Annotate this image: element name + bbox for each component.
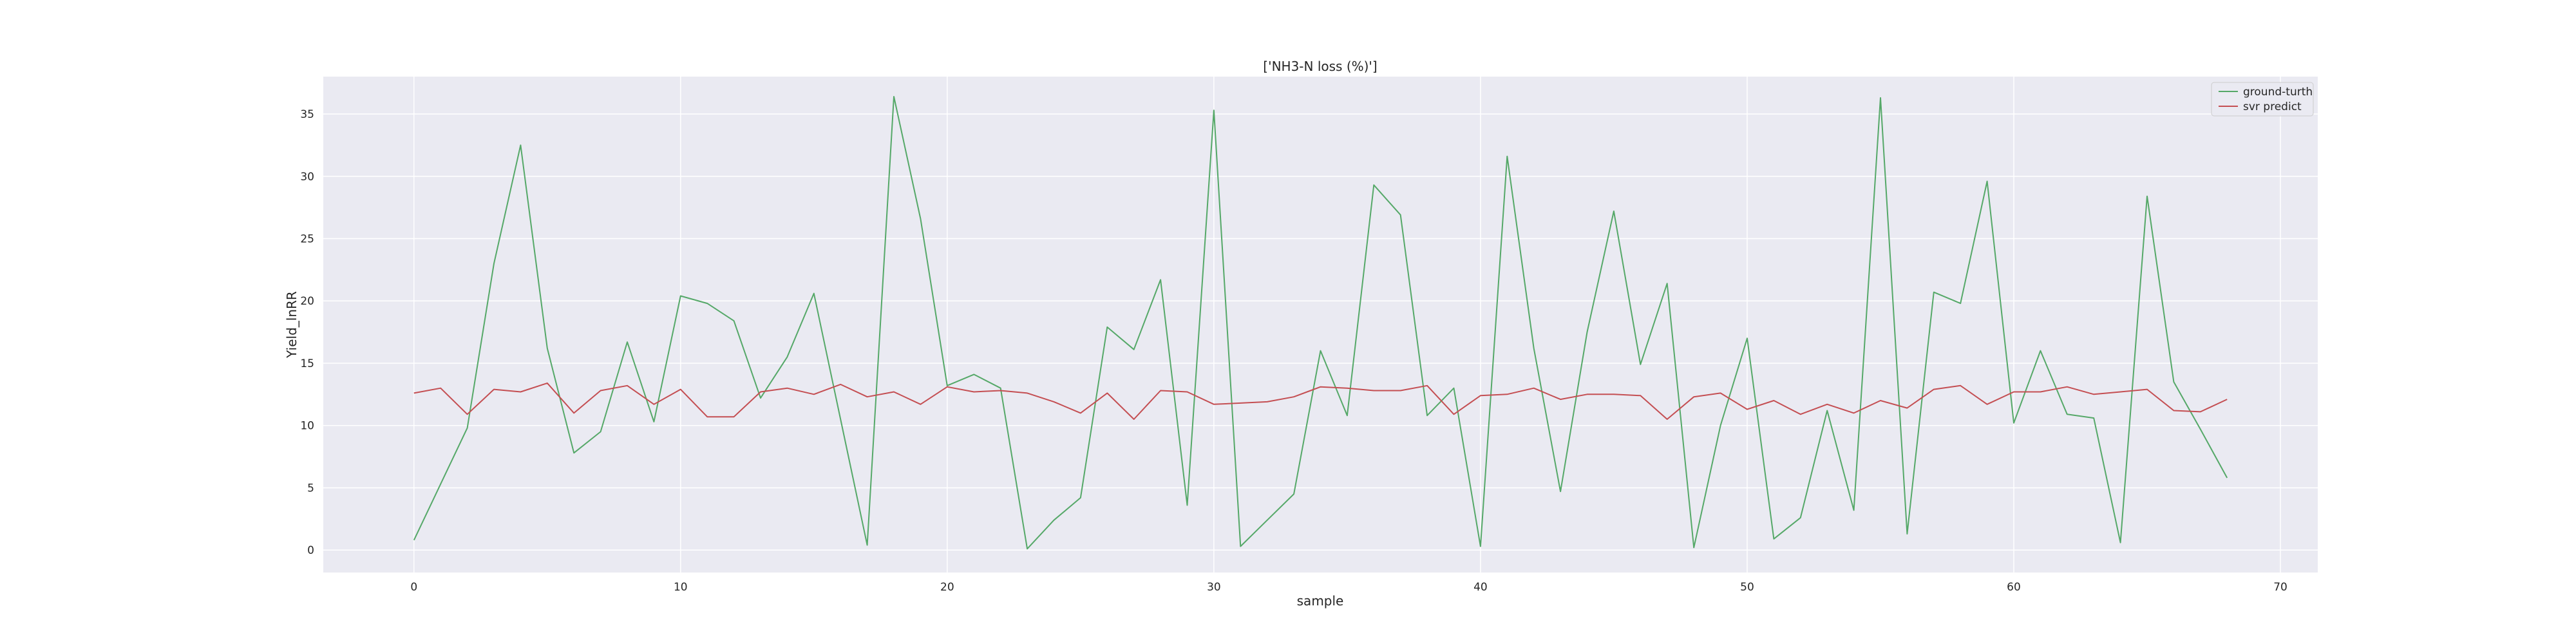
grid: [323, 77, 2318, 573]
x-tick-label: 20: [940, 581, 954, 594]
y-tick-label: 15: [300, 357, 314, 370]
y-tick-label: 30: [300, 171, 314, 184]
x-tick-label: 0: [410, 581, 417, 594]
y-tick-label: 35: [300, 108, 314, 121]
y-tick-label: 5: [307, 482, 314, 495]
x-tick-label: 70: [2273, 581, 2287, 594]
legend-label-ground-turth: ground-turth: [2243, 86, 2313, 99]
x-tick-label: 40: [1473, 581, 1488, 594]
legend: ground-turth svr predict: [2211, 82, 2314, 117]
x-axis-title: sample: [1297, 593, 1344, 609]
y-tick-label: 0: [307, 544, 314, 557]
x-tick-label: 50: [1740, 581, 1754, 594]
series-line-ground-turth: [413, 96, 2228, 550]
y-tick-label: 10: [300, 420, 314, 433]
y-tick-label: 20: [300, 295, 314, 308]
tick-labels: 0 10 20 30 40 50 60 70 0 5 10 15 20 25 30 35: [300, 108, 2287, 594]
y-axis-title: Yield_lnRR: [284, 291, 299, 359]
x-tick-label: 10: [674, 581, 688, 594]
chart-title: ['NH3-N loss (%)']: [1263, 59, 1377, 74]
legend-label-svr-predict: svr predict: [2243, 100, 2302, 113]
series-line-svr-predict: [413, 382, 2228, 420]
x-tick-label: 30: [1207, 581, 1221, 594]
x-tick-label: 60: [2007, 581, 2021, 594]
y-tick-label: 25: [300, 233, 314, 246]
plot-area: [323, 77, 2318, 573]
series-layer: [413, 96, 2228, 550]
